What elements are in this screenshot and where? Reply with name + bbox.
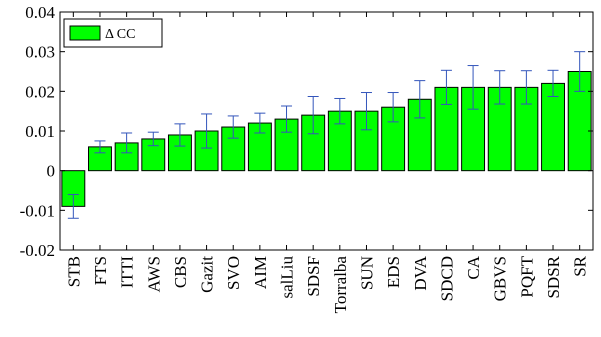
x-tick-label-itti: ITTI xyxy=(118,256,137,288)
y-tick-label: 0.02 xyxy=(25,82,55,101)
plot-area xyxy=(59,11,594,251)
x-tick-label-svo: SVO xyxy=(224,256,243,290)
error-bars xyxy=(67,51,586,219)
y-axis-ticks: -0.02 -0.01 0 0.01 0.02 0.03 0.04 xyxy=(20,3,593,260)
y-tick-label: 0.03 xyxy=(25,43,55,62)
bars xyxy=(61,71,592,207)
y-tick-label: 0.01 xyxy=(25,122,55,141)
y-tick-label: -0.01 xyxy=(20,201,55,220)
y-tick-label: 0 xyxy=(47,162,56,181)
y-tick-label: 0.04 xyxy=(25,3,55,22)
x-axis-labels: STB FTS ITTI AWS CBS Gazit SVO AIM salLiu SDSF Tor… xyxy=(64,255,589,313)
x-tick-label-stb: STB xyxy=(64,256,83,287)
x-tick-label-sun: SUN xyxy=(357,256,376,290)
x-tick-label-ca: CA xyxy=(464,255,483,279)
legend: Δ CC xyxy=(63,18,163,48)
x-tick-label-pqft: PQFT xyxy=(517,255,536,297)
x-tick-label-aws: AWS xyxy=(144,256,163,292)
x-tick-label-eds: EDS xyxy=(384,256,403,288)
y-tick-label: -0.02 xyxy=(20,241,55,260)
x-tick-label-dva: DVA xyxy=(411,255,430,290)
x-tick-label-torralba: Torralba xyxy=(331,256,350,314)
x-tick-label-gbvs: GBVS xyxy=(491,256,510,301)
x-tick-label-sdsf: SDSF xyxy=(304,256,323,297)
plot-frame xyxy=(59,11,594,251)
x-tick-label-sdcd: SDCD xyxy=(437,256,456,301)
x-tick-label-gazit: Gazit xyxy=(198,256,217,293)
x-tick-label-sdsr: SDSR xyxy=(544,255,563,298)
x-tick-label-cbs: CBS xyxy=(171,256,190,288)
legend-swatch xyxy=(69,25,101,41)
axes xyxy=(72,12,581,250)
legend-label: Δ CC xyxy=(105,27,135,42)
x-tick-label-salliu: salLiu xyxy=(278,256,297,299)
x-tick-label-sr: SR xyxy=(571,255,590,276)
x-tick-label-aim: AIM xyxy=(251,256,270,289)
x-tick-label-fts: FTS xyxy=(91,256,110,285)
